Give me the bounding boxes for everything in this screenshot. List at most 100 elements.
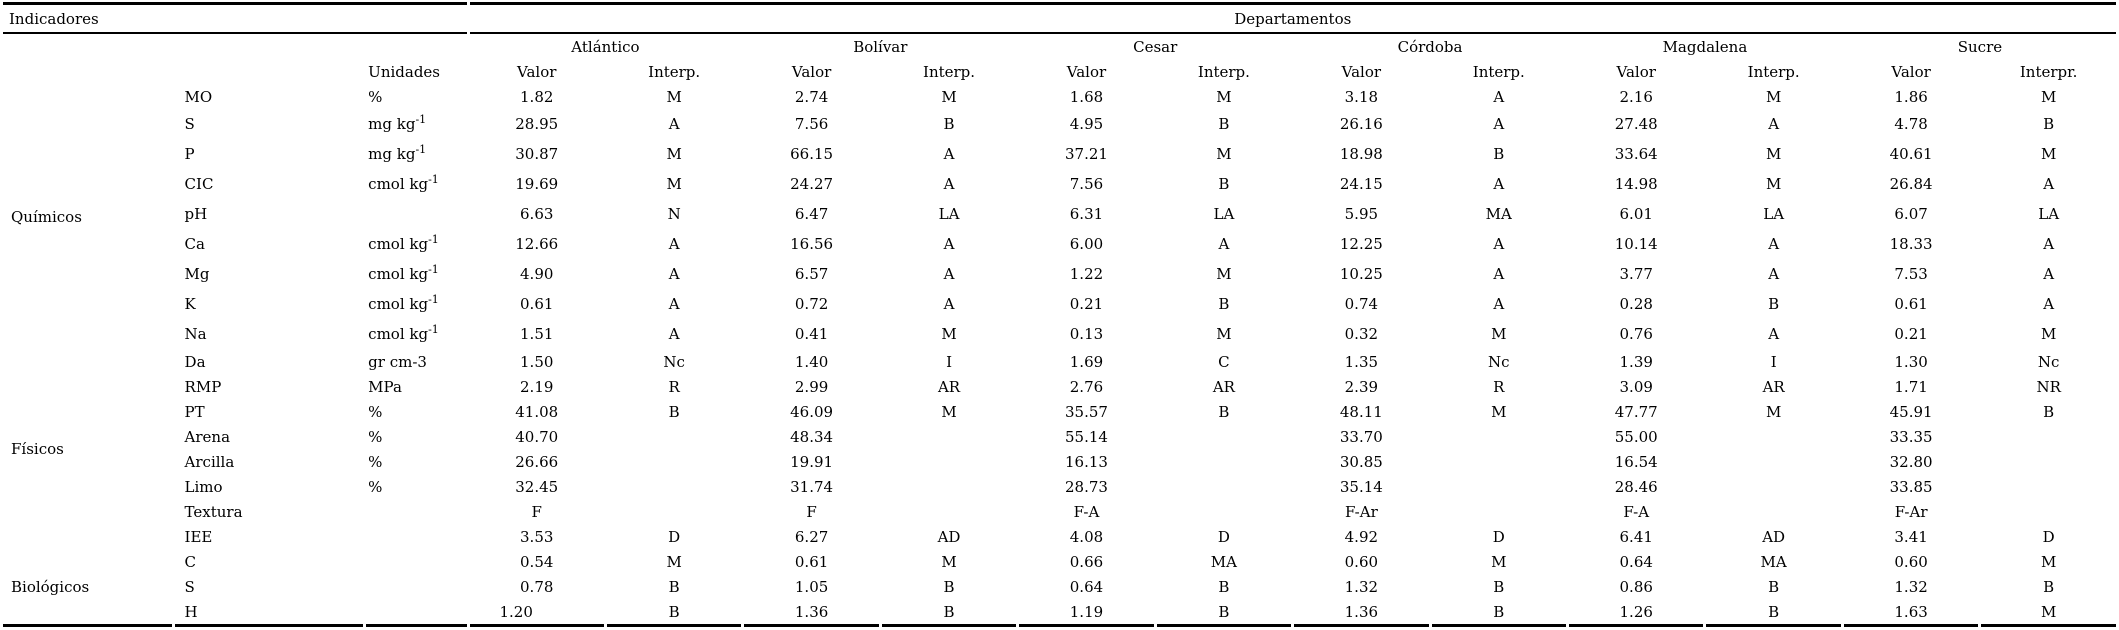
value-cell: 1.35: [1344, 352, 1379, 371]
value-cell: 4.90: [520, 265, 554, 283]
value-cell: 10.14: [1614, 235, 1658, 253]
interp-cell: B: [1493, 145, 1505, 163]
value-cell: 0.72: [794, 295, 829, 313]
value-cell: 12.66: [515, 235, 559, 253]
indicator-unit: cmol kg-1: [366, 169, 466, 199]
indicator-unit: mg kg-1: [366, 109, 466, 139]
value-cell: 30.87: [515, 145, 559, 163]
value-cell: 4.08: [1069, 527, 1104, 546]
value-cell: 0.60: [1894, 552, 1928, 571]
unit-superscript: -1: [428, 323, 439, 336]
value-cell: 0.64: [1069, 577, 1104, 596]
interp-cell: A: [668, 295, 680, 313]
indicator-unit: [366, 599, 467, 627]
interp-cell: A: [1493, 265, 1505, 283]
value-cell: 7.53: [1894, 265, 1928, 283]
value-cell: 2.76: [1069, 377, 1104, 396]
interp-cell: [1157, 449, 1291, 474]
interp-cell: C: [1218, 352, 1230, 371]
interp-cell: [607, 474, 741, 499]
interp-cell: AR: [1762, 377, 1785, 396]
indicator-name: pH: [184, 205, 208, 223]
value-cell: 55.00: [1614, 427, 1658, 446]
value-cell: 1.40: [794, 352, 829, 371]
unit-text: mg kg: [368, 145, 416, 163]
interp-cell: [1706, 449, 1840, 474]
interp-cell: LA: [1763, 205, 1785, 223]
unit-text: cmol kg: [368, 175, 429, 193]
indicator-name: Textura: [184, 502, 243, 521]
value-cell: 16.56: [790, 235, 834, 253]
indicator-unit: %: [366, 84, 466, 109]
unit-text: cmol kg: [368, 295, 429, 313]
interp-cell: MA: [1760, 552, 1787, 571]
interp-cell: B: [1768, 295, 1780, 313]
interp-cell: M: [1765, 175, 1782, 193]
value-cell: 6.57: [794, 265, 829, 283]
table-row: Arcilla% 26.66 19.91 16.13 30.85 16.54 32.80: [3, 449, 2116, 474]
indicator-unit: MPa: [366, 374, 466, 399]
value-cell: 2.19: [520, 377, 554, 396]
value-cell: 1.26: [1569, 599, 1704, 627]
indicator-name: IEE: [184, 527, 213, 546]
value-cell: 1.20: [469, 599, 604, 627]
indicator-name: K: [184, 295, 196, 313]
interp-cell: M: [2040, 145, 2057, 163]
value-cell: 19.91: [790, 452, 834, 471]
department-names-row: Atlántico Bolívar Cesar Córdoba Magdalena Suc…: [3, 34, 2116, 59]
indicator-name: Na: [184, 325, 207, 343]
unit-text: cmol kg: [368, 325, 429, 343]
value-cell: 6.47: [794, 205, 829, 223]
value-cell: 1.86: [1894, 87, 1928, 106]
value-cell: 0.66: [1069, 552, 1104, 571]
value-cell: 0.61: [794, 552, 829, 571]
value-cell: 12.25: [1339, 235, 1383, 253]
interp-header: Interp.: [923, 62, 976, 81]
interp-cell: A: [2043, 295, 2055, 313]
category-label: Biológicos: [3, 549, 172, 627]
value-cell: 1.82: [520, 87, 554, 106]
value-cell: 0.64: [1619, 552, 1653, 571]
table-row: Textura F F F-A F-Ar F-A F-Ar: [3, 499, 2116, 524]
value-cell: 24.15: [1339, 175, 1383, 193]
table-row: S 0.78 B 1.05 B 0.64 B 1.32 B 0.86 B 1.32 B: [3, 574, 2116, 599]
interp-cell: B: [1156, 599, 1292, 627]
interp-cell: M: [2040, 325, 2057, 343]
value-cell: 48.11: [1339, 402, 1383, 421]
interp-cell: D: [2042, 527, 2055, 546]
interp-cell: A: [1768, 235, 1780, 253]
value-cell: F: [531, 502, 542, 521]
value-cell: 6.41: [1619, 527, 1653, 546]
table-row: CIC cmol kg-1 19.69 M 24.27 A 7.56 B 24.15 A 14.98…: [3, 169, 2116, 199]
table-row: Químicos MO% 1.82 M 2.74 M 1.68 M 3.18 A 2.16 M 1.86…: [3, 84, 2116, 226]
interp-cell: A: [1768, 325, 1780, 343]
indicator-name: Mg: [184, 265, 210, 283]
table-body: Químicos MO% 1.82 M 2.74 M 1.68 M 3.18 A 2.16 M 1.86…: [3, 84, 2116, 627]
interp-cell: B: [943, 577, 955, 596]
interp-cell: M: [1216, 325, 1232, 343]
interp-cell: M: [1216, 145, 1232, 163]
interp-header: Interp.: [1747, 62, 1800, 81]
interp-cell: B: [881, 599, 1017, 627]
value-cell: 66.15: [790, 145, 834, 163]
value-cell: 0.13: [1069, 325, 1104, 343]
valor-header: Valor: [1891, 62, 1931, 81]
indicator-name: P: [184, 145, 195, 163]
value-cell: 6.27: [794, 527, 829, 546]
value-cell: 33.85: [1889, 477, 1933, 496]
indicator-unit: gr cm-3: [366, 349, 466, 374]
department-header: Bolívar: [853, 37, 908, 56]
unit-superscript: -1: [415, 113, 427, 126]
unit-superscript: -1: [428, 293, 439, 306]
interp-cell: B: [668, 577, 680, 596]
indicator-unit: cmol kg-1: [366, 229, 466, 259]
interp-cell: A: [1493, 115, 1505, 133]
interp-cell: [1981, 499, 2116, 524]
interp-cell: B: [606, 599, 742, 627]
indicator-unit: [366, 549, 466, 574]
interp-cell: M: [1981, 599, 2116, 627]
indicator-name: PT: [184, 402, 205, 421]
interp-cell: M: [1491, 552, 1507, 571]
interp-cell: A: [943, 175, 955, 193]
